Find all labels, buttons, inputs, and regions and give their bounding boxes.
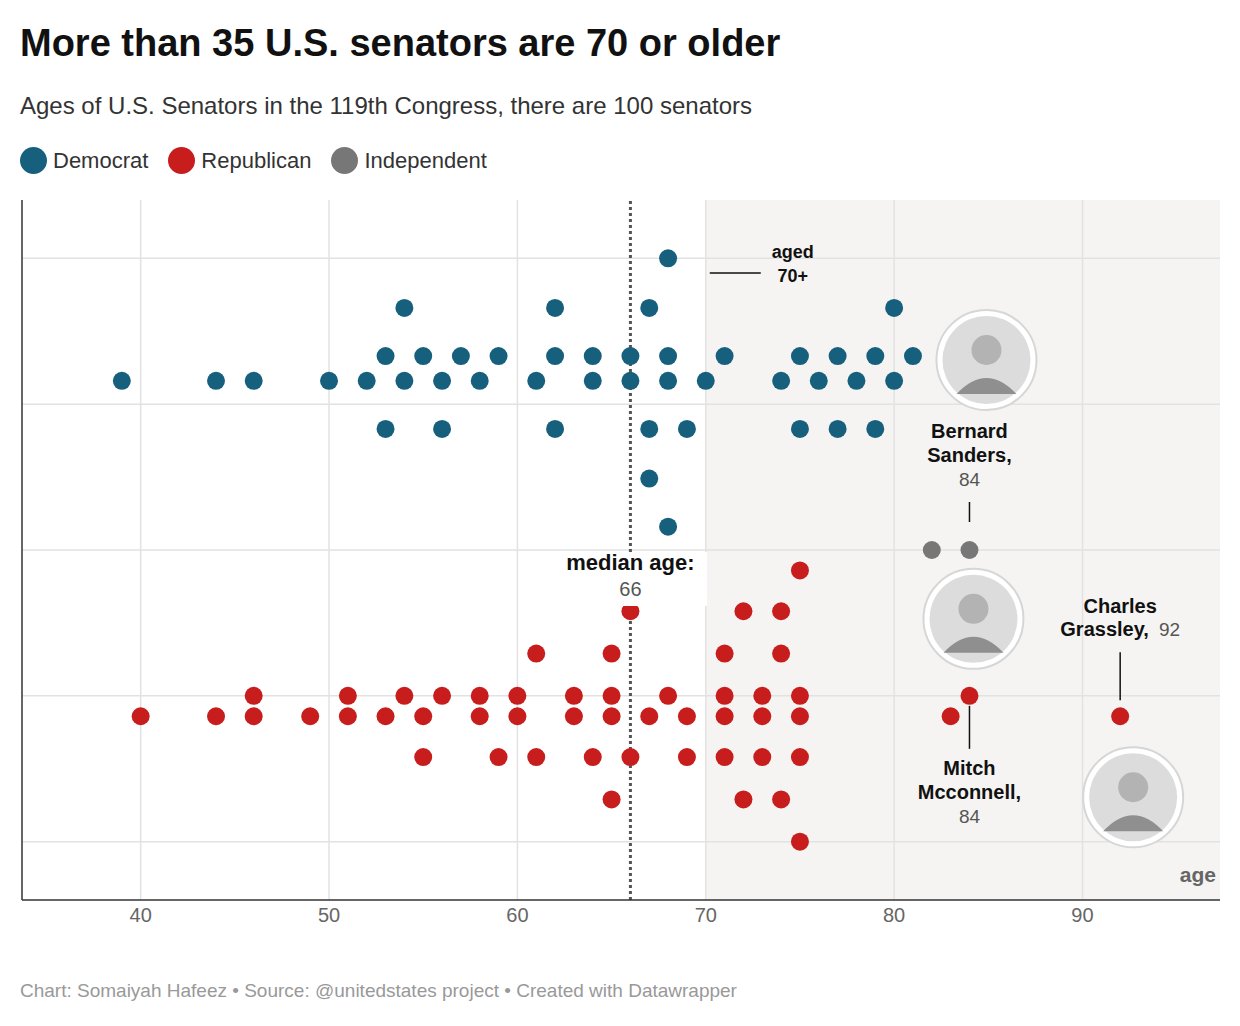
- svg-text:Bernard: Bernard: [931, 420, 1008, 442]
- svg-text:60: 60: [506, 904, 528, 926]
- html-text:Republican: Republican: [201, 147, 312, 173]
- svg-text:age: age: [1180, 863, 1216, 886]
- html-text:More than 35 U.S. senators are: More than 35 U.S. senators are 70 or old…: [20, 22, 781, 64]
- svg-text:Sanders,: Sanders,: [927, 444, 1011, 466]
- svg-text:Grassley,92: Grassley,92: [1060, 619, 1180, 641]
- html-text:Democrat: Democrat: [53, 147, 149, 173]
- svg-text:80: 80: [883, 904, 905, 926]
- svg-text:40: 40: [130, 904, 152, 926]
- svg-text:70: 70: [695, 904, 717, 926]
- svg-text:Charles: Charles: [1083, 595, 1156, 617]
- svg-text:50: 50: [318, 904, 340, 926]
- html-text:Independent: Independent: [364, 147, 487, 173]
- svg-text:84: 84: [959, 469, 981, 490]
- svg-text:84: 84: [959, 806, 981, 827]
- svg-text:aged: aged: [772, 242, 814, 262]
- svg-text:66: 66: [619, 578, 641, 600]
- html-text:Ages of U.S. Senators in the 1: Ages of U.S. Senators in the 119th Congr…: [20, 92, 752, 119]
- svg-text:median age:: median age:: [566, 550, 694, 575]
- svg-text:Mcconnell,: Mcconnell,: [918, 781, 1021, 803]
- svg-text:Mitch: Mitch: [943, 757, 995, 779]
- svg-text:70+: 70+: [777, 266, 808, 286]
- html-text:Chart: Somaiyah Hafeez • Sourc: Chart: Somaiyah Hafeez • Source: @united…: [20, 980, 737, 1001]
- svg-text:90: 90: [1071, 904, 1093, 926]
